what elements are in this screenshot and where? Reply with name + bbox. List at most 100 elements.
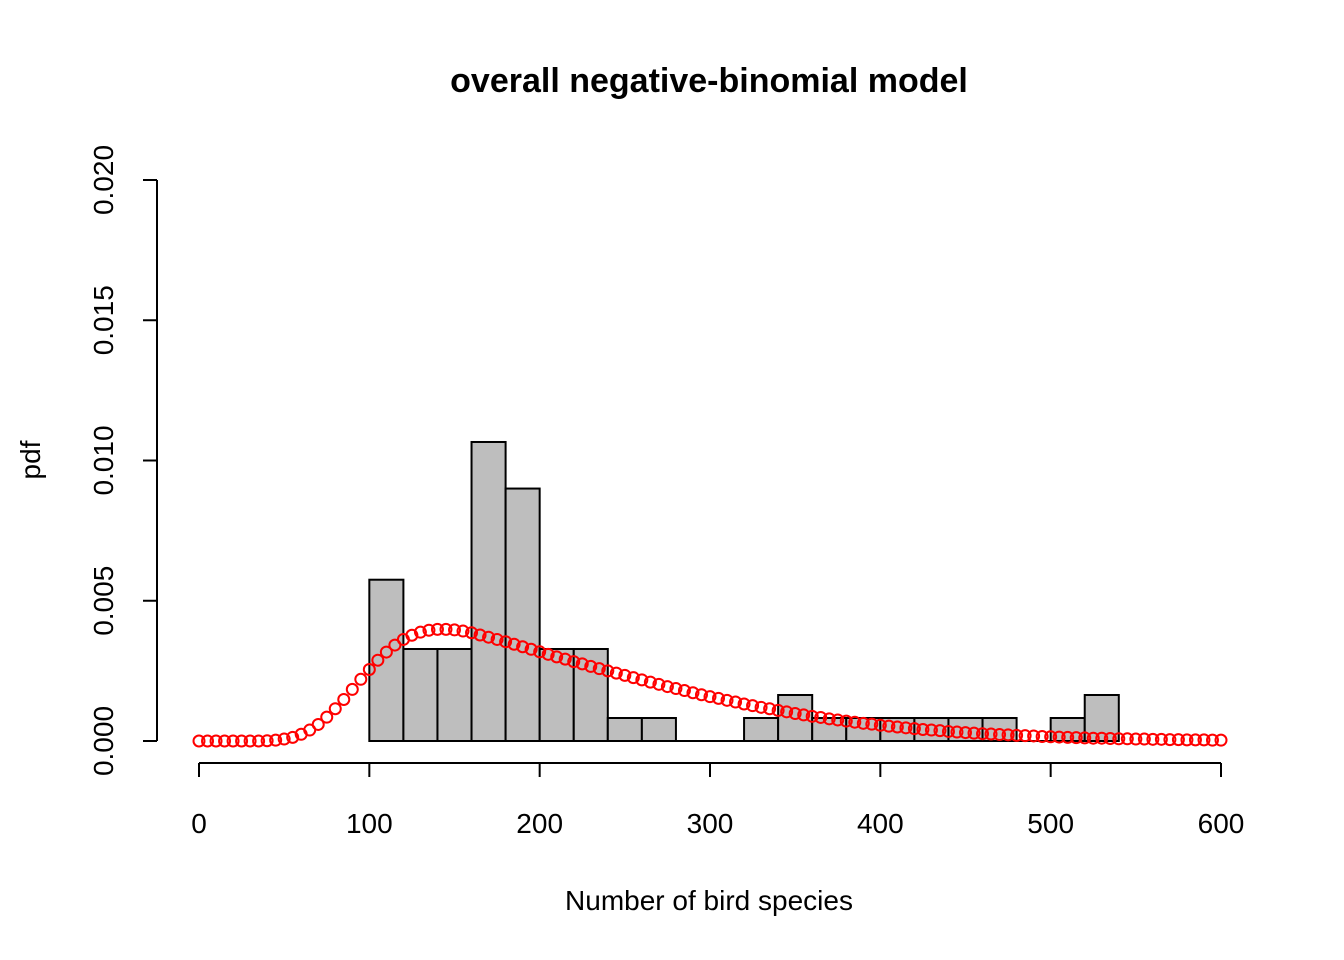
density-point — [1154, 732, 1168, 746]
density-point — [754, 700, 768, 714]
density-point — [567, 655, 581, 669]
density-point — [865, 717, 879, 731]
density-point — [712, 691, 726, 705]
density-point — [422, 623, 436, 637]
density-point — [788, 707, 802, 721]
density-point — [439, 622, 453, 636]
density-point — [482, 630, 496, 644]
histogram-bar — [402, 647, 439, 742]
density-point — [899, 721, 913, 735]
x-tick-label: 400 — [857, 808, 904, 839]
x-tick-label: 100 — [346, 808, 393, 839]
density-point — [269, 733, 283, 747]
density-point — [1163, 733, 1177, 747]
density-point — [524, 642, 538, 656]
density-point — [797, 708, 811, 722]
density-point — [933, 724, 947, 738]
y-tick-label: 0.010 — [88, 425, 119, 495]
density-point — [456, 624, 470, 638]
density-point — [660, 680, 674, 694]
density-point — [516, 640, 530, 654]
density-point — [413, 625, 427, 639]
density-point — [260, 734, 274, 748]
density-point — [856, 716, 870, 730]
density-point — [1035, 730, 1049, 744]
density-point — [473, 628, 487, 642]
density-point — [1137, 732, 1151, 746]
density-point — [729, 695, 743, 709]
density-point — [558, 652, 572, 666]
density-point — [907, 722, 921, 736]
density-point — [950, 725, 964, 739]
density-point — [601, 664, 615, 678]
density-point — [507, 637, 521, 651]
density-point — [311, 717, 325, 731]
density-point — [959, 726, 972, 740]
density-point — [362, 662, 376, 676]
density-point — [320, 710, 334, 724]
density-point — [252, 734, 266, 748]
density-point — [337, 692, 351, 706]
density-point — [1018, 729, 1032, 743]
density-point — [771, 703, 785, 717]
chart-title: overall negative-binomial model — [450, 62, 968, 100]
density-point — [720, 693, 734, 707]
histogram-bar — [436, 647, 473, 742]
density-point — [686, 686, 700, 700]
density-point — [345, 682, 359, 696]
y-axis-label: pdf — [15, 440, 46, 479]
density-point — [533, 645, 547, 659]
x-tick-label: 300 — [687, 808, 734, 839]
density-point — [354, 672, 368, 686]
y-tick-label: 0.020 — [88, 145, 119, 215]
density-point — [541, 647, 555, 661]
density-point — [831, 713, 845, 727]
y-tick-label: 0.005 — [88, 566, 119, 636]
density-point — [763, 702, 777, 716]
density-point — [635, 673, 649, 687]
density-point — [882, 719, 896, 733]
density-point — [1078, 731, 1092, 745]
x-axis: 0 100 200 300 400 500 600 — [191, 762, 1244, 839]
density-point — [1052, 730, 1066, 744]
density-point — [1180, 733, 1194, 747]
density-point — [993, 728, 1007, 742]
density-point — [201, 734, 215, 748]
density-point — [490, 632, 504, 646]
density-point — [746, 699, 760, 713]
histogram-bar — [606, 716, 643, 743]
density-point — [1197, 733, 1211, 747]
density-point — [669, 682, 683, 696]
density-point — [1095, 731, 1109, 745]
density-point — [780, 705, 794, 719]
density-point — [465, 626, 479, 640]
fitted-density-points — [192, 622, 1228, 748]
density-point — [1146, 732, 1160, 746]
density-point — [192, 734, 206, 748]
x-axis-label: Number of bird species — [565, 885, 853, 916]
x-tick-label: 200 — [516, 808, 563, 839]
density-point — [1188, 733, 1202, 747]
density-point — [218, 734, 232, 748]
density-point — [916, 722, 930, 736]
density-point — [737, 697, 751, 711]
density-point — [1214, 733, 1228, 747]
density-point — [873, 718, 887, 732]
density-point — [941, 724, 955, 738]
histogram-bar — [470, 440, 507, 742]
x-tick-label: 0 — [191, 808, 207, 839]
histogram-bars — [368, 440, 1120, 743]
density-point — [890, 720, 904, 734]
density-point — [1112, 732, 1126, 746]
density-point — [286, 730, 300, 744]
density-point — [371, 653, 385, 667]
density-point — [592, 662, 606, 676]
density-point — [976, 727, 990, 741]
density-point — [1171, 733, 1185, 747]
density-point — [209, 734, 223, 748]
density-point — [924, 723, 938, 737]
y-axis: 0.000 0.005 0.010 0.015 0.020 — [88, 145, 158, 776]
histogram-bar — [743, 716, 780, 743]
density-point — [618, 668, 632, 682]
